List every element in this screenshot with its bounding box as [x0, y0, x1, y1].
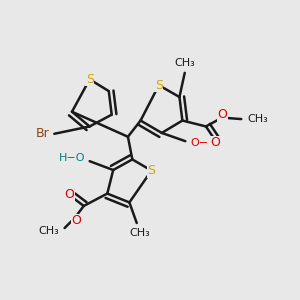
- Text: H−O: H−O: [58, 153, 85, 163]
- Text: CH₃: CH₃: [174, 58, 195, 68]
- Text: CH₃: CH₃: [247, 114, 268, 124]
- Text: O: O: [210, 136, 220, 149]
- Text: S: S: [85, 73, 94, 86]
- Text: CH₃: CH₃: [129, 228, 150, 238]
- Text: CH₃: CH₃: [38, 226, 59, 236]
- Text: O: O: [217, 108, 227, 121]
- Text: Br: Br: [35, 127, 49, 140]
- Text: S: S: [155, 79, 163, 92]
- Text: O: O: [64, 188, 74, 201]
- Text: O: O: [71, 214, 81, 227]
- Text: O−H: O−H: [190, 138, 217, 148]
- Text: S: S: [148, 164, 155, 177]
